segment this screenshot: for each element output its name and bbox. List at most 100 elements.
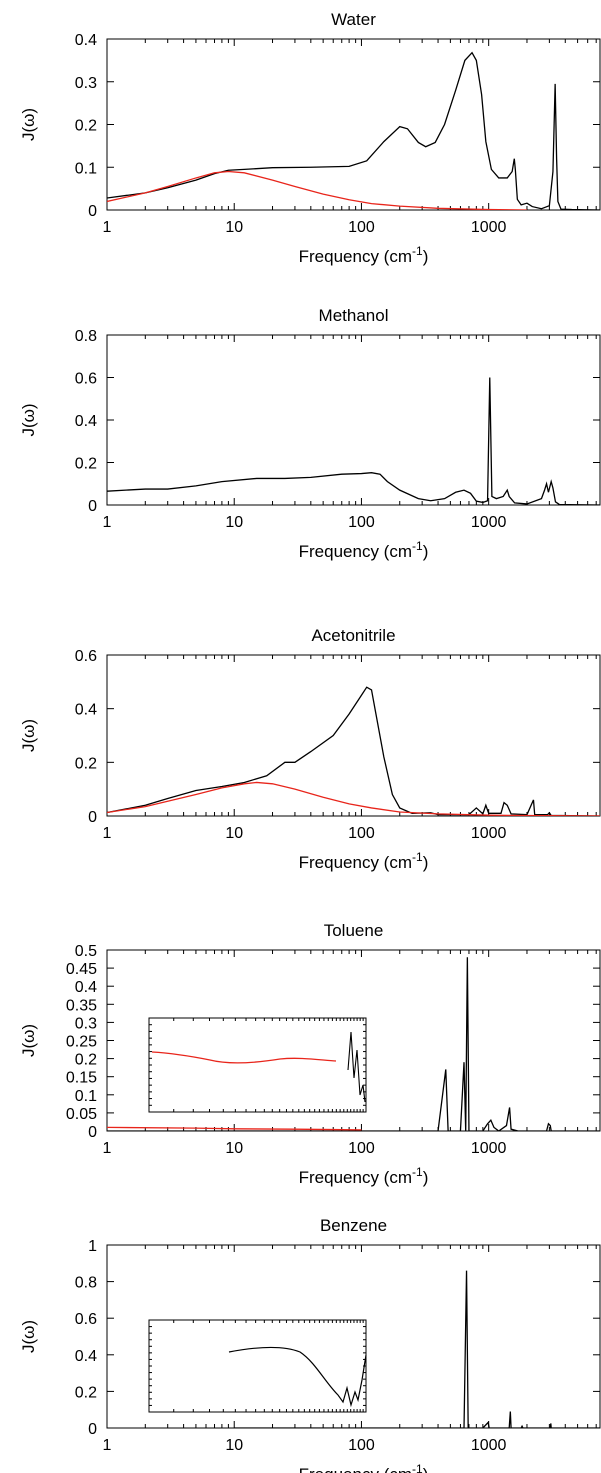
- x-axis-label: Frequency (cm-1): [299, 1462, 429, 1473]
- y-tick-label: 0: [88, 1421, 97, 1438]
- y-tick-label: 0.2: [75, 456, 97, 473]
- x-axis-label-sup: -1: [412, 244, 423, 258]
- y-tick-label: 0: [88, 203, 97, 220]
- x-axis-label: Frequency (cm-1): [299, 1165, 429, 1187]
- series-line-0: [107, 377, 600, 505]
- inset-panel: [148, 1017, 367, 1113]
- x-axis-label-end: ): [423, 542, 429, 561]
- y-tick-label: 0.2: [75, 755, 97, 772]
- inset-series-red: [151, 1051, 337, 1064]
- y-axis-label: J(ω): [19, 1024, 38, 1057]
- y-tick-label: 0.35: [66, 997, 97, 1014]
- y-tick-label: 0.25: [66, 1034, 97, 1051]
- y-tick-label: 0.2: [75, 1384, 97, 1401]
- x-axis-label: Frequency (cm-1): [299, 850, 429, 872]
- plot-frame: [106, 654, 601, 817]
- y-tick-label: 1: [88, 1238, 97, 1255]
- x-axis-label: Frequency (cm-1): [299, 539, 429, 561]
- x-tick-label: 100: [348, 514, 375, 531]
- y-tick-label: 0.4: [75, 702, 97, 719]
- x-tick-label: 1: [103, 825, 112, 842]
- x-tick-label: 100: [348, 219, 375, 236]
- x-tick-label: 10: [225, 514, 243, 531]
- y-tick-label: 0.2: [75, 118, 97, 135]
- x-axis-label-sup: -1: [412, 1462, 423, 1473]
- y-tick-label: 0.05: [66, 1106, 97, 1123]
- y-tick-label: 0.1: [75, 1088, 97, 1105]
- inset-panel: [148, 1319, 367, 1413]
- inset-frame: [148, 1017, 367, 1113]
- x-tick-label: 10: [225, 219, 243, 236]
- y-tick-label: 0: [88, 1124, 97, 1141]
- y-tick-label: 0.8: [75, 328, 97, 345]
- y-tick-label: 0.4: [75, 413, 97, 430]
- y-tick-label: 0.4: [75, 32, 97, 49]
- y-axis-label: J(ω): [19, 403, 38, 436]
- x-axis-label-main: Frequency (cm: [299, 247, 412, 266]
- x-axis-label-sup: -1: [412, 539, 423, 553]
- series-line-1: [107, 170, 527, 210]
- x-tick-label: 10: [225, 825, 243, 842]
- x-axis-label-end: ): [423, 853, 429, 872]
- x-tick-label: 1: [103, 1140, 112, 1157]
- inset-frame: [148, 1319, 367, 1413]
- chart-title: Toluene: [324, 921, 384, 940]
- x-axis-label-sup: -1: [412, 850, 423, 864]
- x-tick-label: 1000: [471, 219, 507, 236]
- chart-title: Water: [331, 10, 376, 29]
- y-tick-label: 0.3: [75, 75, 97, 92]
- y-tick-label: 0.5: [75, 943, 97, 960]
- x-tick-label: 10: [225, 1437, 243, 1454]
- x-tick-label: 10: [225, 1140, 243, 1157]
- chart-title: Acetonitrile: [311, 626, 395, 645]
- series-line-0: [107, 957, 600, 1131]
- y-tick-label: 0.2: [75, 1052, 97, 1069]
- series-line-1: [107, 1126, 362, 1131]
- y-tick-label: 0.6: [75, 371, 97, 388]
- chart-panel-benzene: Benzene 0 0.2 0.4 0.6 0.8 1 1 10 100 1000 Frequency…: [19, 1216, 601, 1473]
- chart-panel-toluene: Toluene 00.050.10.150.20.25 0.30.350.40.45…: [19, 921, 601, 1187]
- inset-series-black: [347, 1031, 366, 1103]
- y-tick-label: 0.3: [75, 1015, 97, 1032]
- x-axis-label: Frequency (cm-1): [299, 244, 429, 266]
- series-line-1: [107, 781, 600, 816]
- x-tick-label: 1: [103, 514, 112, 531]
- inset-series-black: [228, 1346, 367, 1408]
- x-axis-label-main: Frequency (cm: [299, 542, 412, 561]
- y-tick-label: 0: [88, 809, 97, 826]
- y-tick-label: 0.45: [66, 961, 97, 978]
- y-tick-label: 0.6: [75, 648, 97, 665]
- x-tick-label: 1: [103, 219, 112, 236]
- chart-panel-water: Water 0 0.1 0.2 0.3 0.4 1 10 100 1000 Frequency (c…: [19, 10, 601, 266]
- chart-panel-methanol: Methanol 0 0.2 0.4 0.6 0.8 1 10 100 1000 Frequency…: [19, 306, 601, 561]
- y-tick-label: 0.8: [75, 1275, 97, 1292]
- x-tick-label: 1000: [471, 1140, 507, 1157]
- x-axis-label-end: ): [423, 1168, 429, 1187]
- x-axis-label-main: Frequency (cm: [299, 1168, 412, 1187]
- plot-frame: [106, 334, 601, 506]
- chart-panel-acetonitrile: Acetonitrile 0 0.2 0.4 0.6 1 10 100 1000 Frequenc…: [19, 626, 601, 872]
- series-line-0: [107, 686, 600, 816]
- y-tick-label: 0.4: [75, 979, 97, 996]
- x-axis-label-main: Frequency (cm: [299, 1465, 412, 1473]
- y-tick-label: 0.6: [75, 1311, 97, 1328]
- x-axis-label-end: ): [423, 247, 429, 266]
- y-axis-label: J(ω): [19, 719, 38, 752]
- x-tick-label: 100: [348, 1437, 375, 1454]
- x-axis-label-main: Frequency (cm: [299, 853, 412, 872]
- x-axis-label-end: ): [423, 1465, 429, 1473]
- y-tick-label: 0.1: [75, 160, 97, 177]
- y-axis-label: J(ω): [19, 1320, 38, 1353]
- x-tick-label: 1: [103, 1437, 112, 1454]
- series-line-0: [234, 1270, 600, 1428]
- y-tick-label: 0.4: [75, 1348, 97, 1365]
- x-tick-label: 1000: [471, 825, 507, 842]
- series-line-0: [107, 51, 600, 210]
- x-axis-label-sup: -1: [412, 1165, 423, 1179]
- y-tick-label: 0: [88, 498, 97, 515]
- x-tick-label: 100: [348, 825, 375, 842]
- x-tick-label: 1000: [471, 514, 507, 531]
- x-tick-label: 100: [348, 1140, 375, 1157]
- y-tick-label: 0.15: [66, 1070, 97, 1087]
